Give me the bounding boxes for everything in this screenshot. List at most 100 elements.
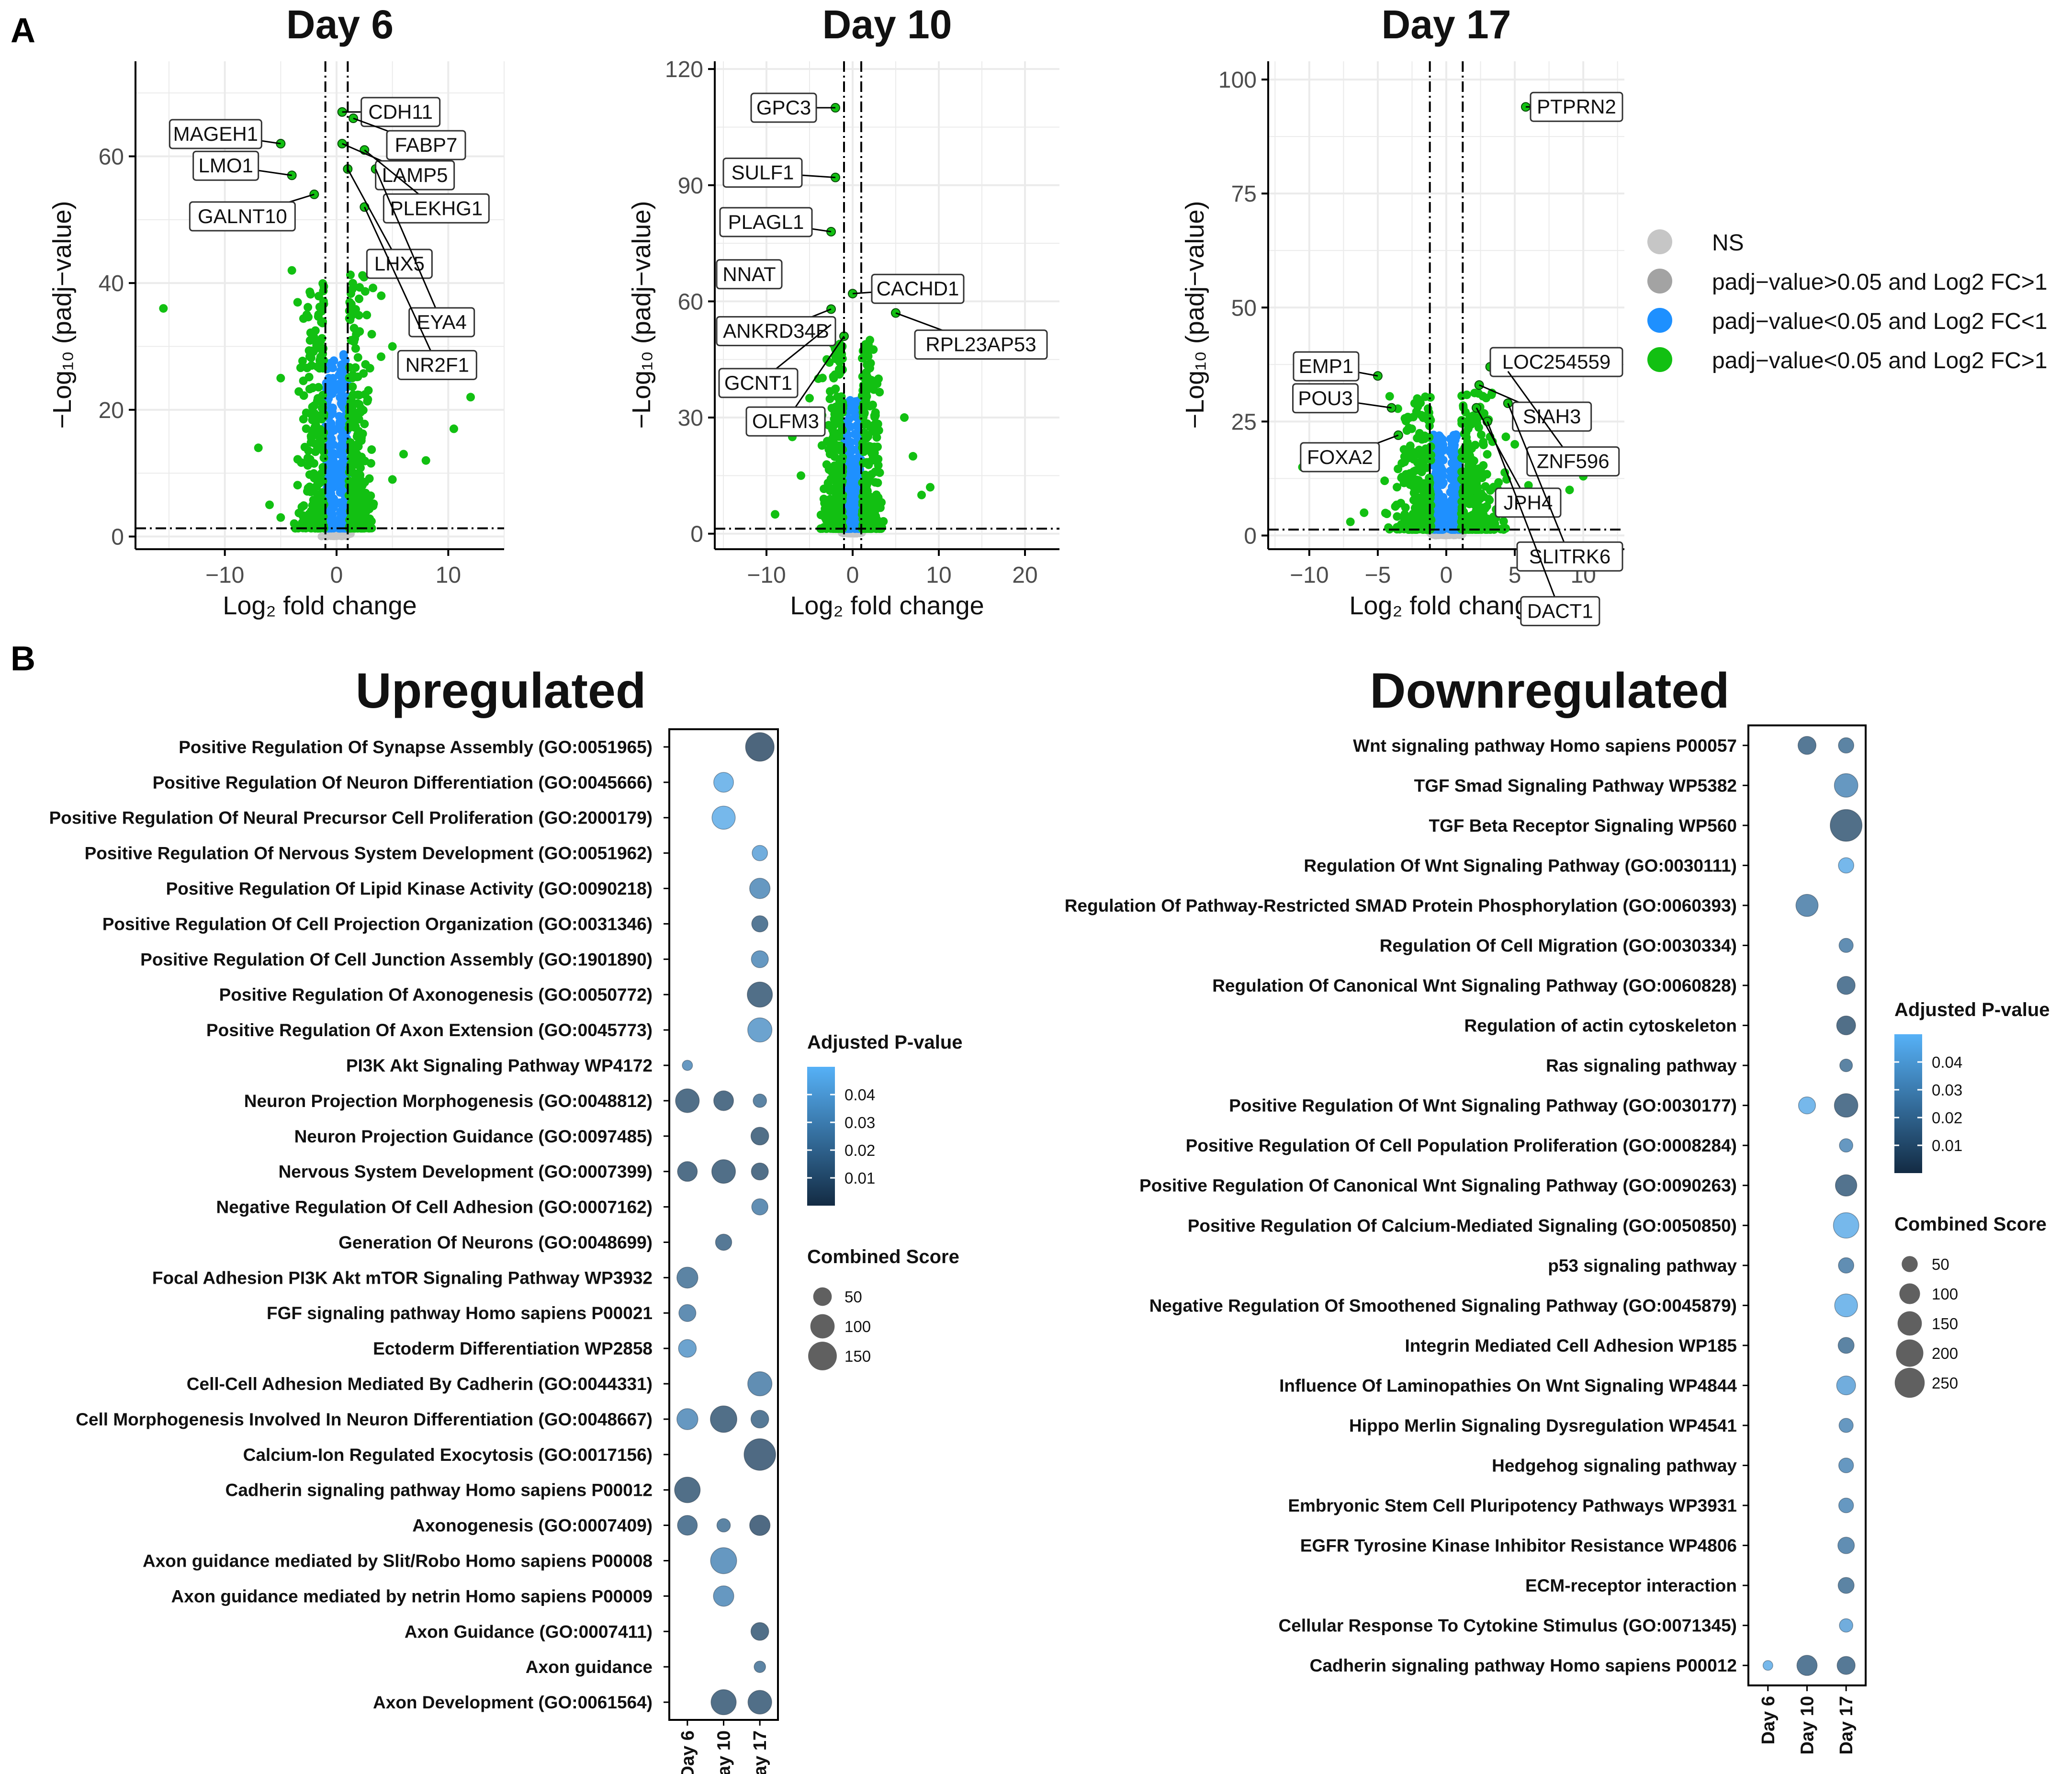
data-point-green	[876, 503, 885, 512]
data-point-green	[864, 493, 873, 502]
x-category-label: Day 17	[1836, 1696, 1857, 1755]
data-point-green	[299, 415, 308, 424]
gene-label: SIAH3	[1523, 405, 1581, 428]
data-point-green	[1479, 441, 1488, 450]
dot-mark	[682, 1060, 693, 1071]
data-point-green	[861, 485, 870, 494]
gene-label-box	[750, 92, 817, 123]
data-point-green	[1478, 519, 1487, 528]
y-tick-label: 0	[1244, 523, 1257, 549]
data-point-green	[860, 429, 869, 438]
term-label: TGF Smad Signaling Pathway WP5382	[1414, 776, 1737, 795]
dot-mark	[1835, 1174, 1858, 1197]
term-label: Hippo Merlin Signaling Dysregulation WP4…	[1349, 1416, 1737, 1435]
data-point-green	[359, 512, 368, 521]
dot-mark	[711, 1159, 736, 1184]
gene-label: SLITRK6	[1529, 545, 1610, 567]
data-point-green	[306, 290, 315, 299]
y-tick-label: 30	[678, 406, 703, 431]
data-point-green	[366, 459, 375, 468]
dot-mark	[1837, 1337, 1855, 1354]
data-point-green	[1360, 508, 1369, 517]
data-point-green	[318, 496, 327, 505]
data-point-green	[825, 486, 834, 495]
dot-mark	[713, 772, 734, 793]
data-point-blue	[325, 514, 334, 523]
data-point-blue	[1434, 457, 1443, 466]
data-point-green	[388, 342, 397, 351]
data-point-blue	[1436, 433, 1445, 442]
data-point-blue	[327, 419, 336, 428]
color-legend-label: 0.02	[845, 1141, 875, 1159]
dot-mark	[753, 1094, 767, 1108]
dot-mark	[747, 1690, 772, 1715]
data-point-green	[868, 427, 877, 436]
data-point-blue	[1437, 511, 1446, 520]
gene-label: EMP1	[1299, 355, 1353, 377]
data-point-green	[874, 461, 883, 470]
data-point-green	[816, 510, 825, 520]
data-point-green	[318, 513, 327, 522]
data-point-green	[828, 438, 837, 447]
color-legend-label: 0.04	[1932, 1053, 1962, 1071]
data-point-green	[1494, 478, 1503, 487]
data-point-green	[1478, 392, 1487, 401]
dot-mark	[1838, 1458, 1854, 1473]
data-point-green	[265, 500, 274, 509]
data-point-green	[1401, 503, 1410, 512]
panel-a-letter: A	[11, 11, 35, 50]
color-legend-title: Adjusted P-value	[1894, 999, 2050, 1020]
gene-label-box	[716, 259, 783, 290]
y-tick-label: 50	[1231, 295, 1257, 321]
term-label: Positive Regulation Of Cell Projection O…	[102, 914, 653, 934]
data-point-green	[858, 443, 867, 452]
data-point-green	[276, 373, 285, 383]
gene-label: SULF1	[732, 161, 794, 184]
data-point-green	[362, 310, 372, 319]
gene-label: CACHD1	[877, 277, 959, 300]
dot-mark	[715, 1233, 732, 1251]
x-tick-label: −10	[205, 563, 244, 588]
data-point-green	[354, 415, 363, 424]
data-point-green	[305, 384, 314, 394]
data-point-green	[833, 472, 843, 481]
term-label: Negative Regulation Of Cell Adhesion (GO…	[216, 1198, 653, 1217]
dot-mark	[1836, 1375, 1856, 1396]
data-point-green	[354, 311, 363, 320]
data-point-green	[347, 414, 356, 423]
data-point-green	[838, 425, 847, 434]
legend-swatch	[1647, 229, 1672, 254]
data-point-green	[870, 478, 879, 487]
gene-label: DACT1	[1527, 599, 1593, 622]
data-point-green	[1405, 413, 1414, 422]
data-point-blue	[1436, 496, 1445, 505]
data-point-green	[294, 387, 304, 396]
data-point-green	[1427, 516, 1436, 525]
data-point-green	[399, 450, 408, 459]
data-point-green	[900, 413, 909, 422]
data-point-green	[349, 324, 359, 333]
data-point-blue	[328, 373, 338, 383]
data-point-blue	[339, 441, 349, 450]
data-point-green	[421, 456, 430, 465]
data-point-green	[872, 433, 881, 442]
term-label: Positive Regulation Of Axon Extension (G…	[206, 1020, 653, 1040]
dot-mark	[1836, 1656, 1856, 1675]
gene-label: GALNT10	[198, 205, 287, 227]
data-point-green	[319, 453, 328, 463]
term-label: Cadherin signaling pathway Homo sapiens …	[225, 1480, 653, 1500]
y-tick-label: 20	[99, 398, 124, 423]
data-point-green	[872, 515, 881, 524]
data-point-green	[1483, 450, 1492, 459]
chart-title: Day 10	[822, 2, 952, 47]
data-point-labeled	[349, 113, 358, 124]
size-legend-label: 150	[1932, 1315, 1958, 1333]
dot-mark	[745, 732, 775, 762]
dot-mark	[750, 1622, 769, 1641]
gene-label: PTPRN2	[1537, 95, 1616, 118]
size-legend-dot	[813, 1287, 832, 1306]
data-point-blue	[337, 398, 346, 407]
data-point-green	[829, 421, 838, 430]
